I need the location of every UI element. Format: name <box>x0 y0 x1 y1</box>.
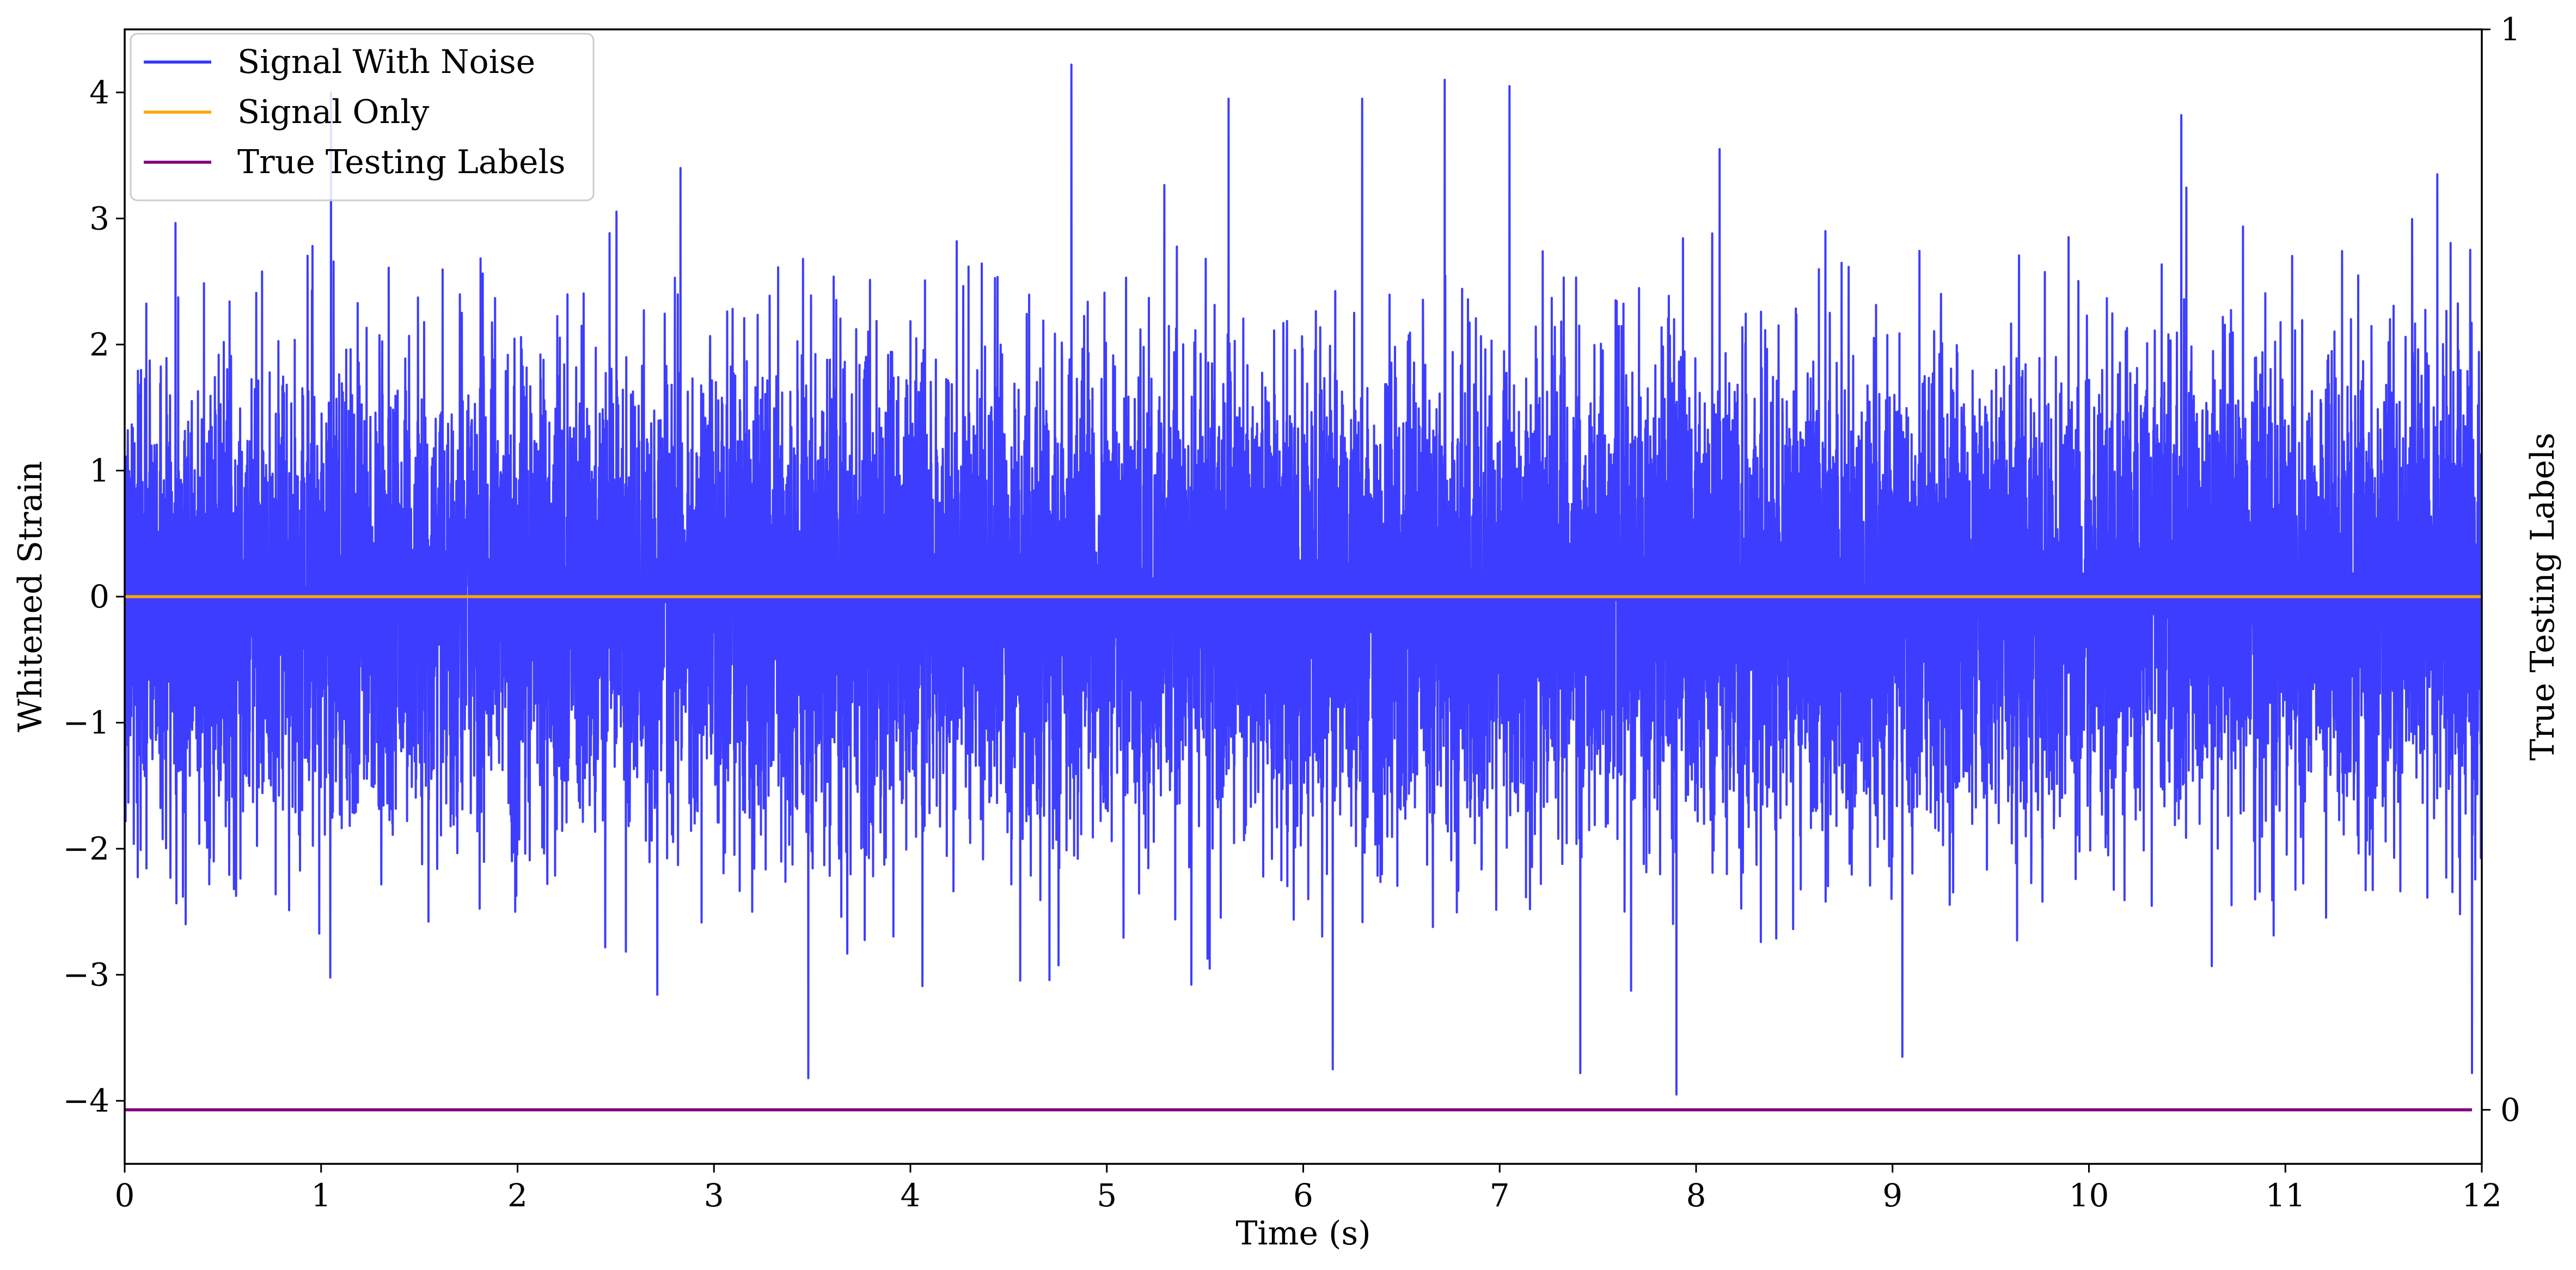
y-tick-label: −2 <box>63 830 110 867</box>
y-tick-label: 3 <box>89 200 109 237</box>
y-axis-label: Whitened Strain <box>11 461 50 732</box>
y2-tick-label: 1 <box>2500 11 2520 48</box>
y-tick-label: 2 <box>89 326 109 363</box>
x-tick-label: 4 <box>901 1177 921 1214</box>
y-tick-label: −1 <box>63 704 110 741</box>
y2-tick-label: 0 <box>2500 1091 2520 1128</box>
x-tick-label: 2 <box>507 1177 528 1214</box>
legend-label: True Testing Labels <box>237 143 566 181</box>
series-layer <box>125 63 2482 1112</box>
plot-area <box>125 63 2482 1112</box>
x-axis-label: Time (s) <box>1235 1214 1370 1253</box>
y-tick-label: 1 <box>89 452 109 489</box>
y-tick-label: −3 <box>63 956 110 993</box>
legend: Signal With Noise Signal Only True Testing… <box>130 33 595 201</box>
series-line-signal-with-noise <box>125 63 2482 1096</box>
x-tick-label: 0 <box>115 1177 135 1214</box>
x-tick-label: 5 <box>1097 1177 1117 1214</box>
x-tick-label: 12 <box>2462 1177 2502 1214</box>
x-tick-label: 6 <box>1293 1177 1313 1214</box>
x-tick-label: 11 <box>2265 1177 2305 1214</box>
x-tick-label: 7 <box>1490 1177 1510 1214</box>
y2-axis-label: True Testing Labels <box>2524 433 2562 761</box>
y-tick-label: 0 <box>89 578 109 615</box>
y-tick-label: 4 <box>89 74 109 111</box>
x-tick-label: 1 <box>311 1177 331 1214</box>
x-tick-label: 10 <box>2069 1177 2109 1214</box>
x-tick-label: 3 <box>704 1177 724 1214</box>
x-tick-label: 8 <box>1686 1177 1706 1214</box>
legend-label: Signal Only <box>237 93 429 131</box>
legend-label: Signal With Noise <box>237 43 535 81</box>
y-tick-label: −4 <box>63 1082 110 1119</box>
x-tick-label: 9 <box>1882 1177 1902 1214</box>
legend-box <box>130 33 595 201</box>
